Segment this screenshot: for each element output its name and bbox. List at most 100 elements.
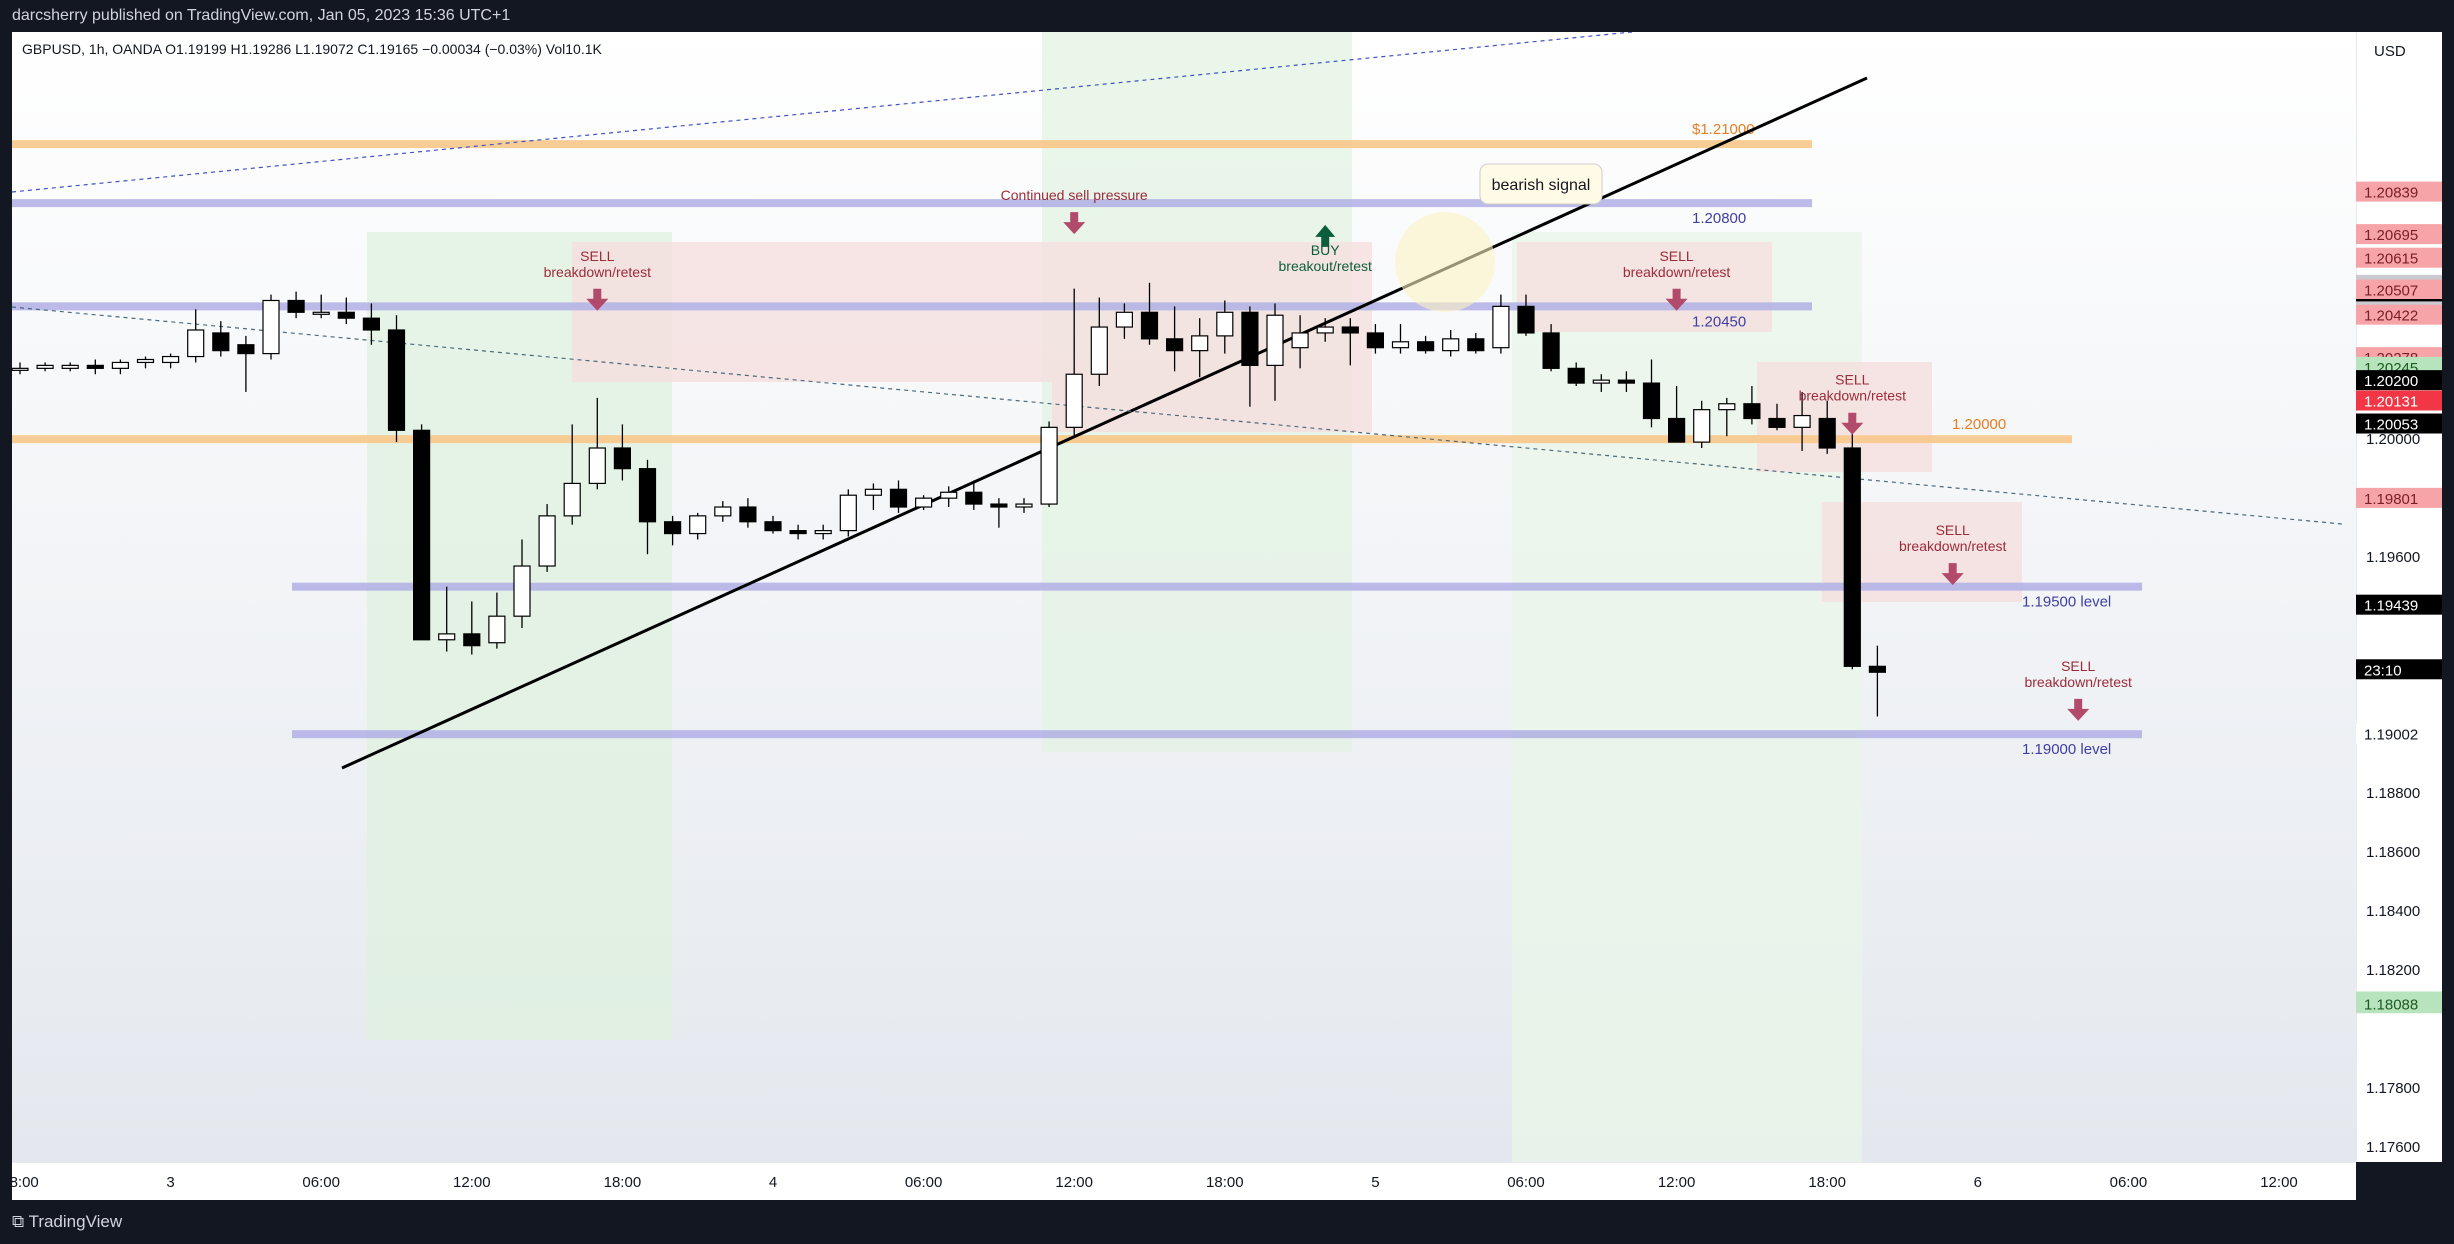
candle-body: [839, 494, 857, 532]
candle-body: [1442, 338, 1460, 352]
price-chart[interactable]: $1.21000 1.20000 1.20450 1.19500 level 1.190…: [12, 32, 2356, 1162]
candle-body: [689, 515, 707, 535]
candle-body: [1818, 417, 1836, 449]
arrow-up-icon: [1315, 224, 1336, 247]
price-tag-label: 1.20131: [2364, 394, 2418, 411]
candle-body: [387, 329, 406, 431]
price-tag: [2356, 993, 2442, 1014]
time-axis[interactable]: 18:00 3 06:00 12:00 18:00 4 06:00 12:00 18:00 5 06…: [12, 1162, 2356, 1200]
price-tag: [2356, 659, 2442, 680]
annotation-title: BUY: [1311, 242, 1340, 258]
callout-text: bearish signal: [1492, 177, 1591, 194]
tv-icon: ⧉: [12, 1212, 29, 1231]
level-band: [292, 582, 2142, 591]
candle-body: [914, 497, 933, 508]
y-tick-label: 1.18200: [2366, 962, 2420, 979]
annotation-text: breakout/retest: [1279, 258, 1372, 274]
x-tick-label: 12:00: [453, 1174, 491, 1191]
y-tick-label: 1.17800: [2366, 1080, 2420, 1097]
y-tick-label: 1.18400: [2366, 903, 2420, 920]
price-tag-label: 1.20839: [2364, 185, 2418, 202]
y-tick-label: 1.18600: [2366, 844, 2420, 861]
candle-body: [36, 364, 54, 369]
x-tick-label: 06:00: [905, 1174, 943, 1191]
price-axis[interactable]: USD 1.20000 1.19600 1.18800 1.18600 1.18400 1…: [2356, 32, 2442, 1162]
candle-body: [990, 503, 1008, 508]
arrow-down-icon: [1941, 563, 1964, 586]
level-label: 1.20450: [1692, 313, 1746, 330]
x-tick-label: 18:00: [1206, 1174, 1244, 1191]
annotation-title: SELL: [1659, 248, 1693, 264]
candle-body: [764, 521, 782, 532]
candle-body: [1266, 314, 1284, 366]
annotation-text: breakdown/retest: [544, 264, 652, 280]
candle-body: [1642, 382, 1661, 420]
trendline-dashed: [12, 306, 2343, 525]
candle-body: [1391, 341, 1410, 349]
candle-body: [463, 633, 481, 647]
price-tag-label: 1.19439: [2364, 598, 2418, 615]
price-tag-label: 23:10: [2364, 662, 2402, 679]
candle-body: [287, 299, 305, 313]
annotation-title: SELL: [1936, 522, 1970, 538]
level-band: [12, 302, 1812, 311]
x-tick-label: 06:00: [302, 1174, 340, 1191]
level-label: 1.19000 level: [2022, 741, 2111, 758]
candle-body: [1617, 379, 1636, 384]
x-tick-label: 3: [166, 1174, 174, 1191]
candle-body: [1843, 447, 1861, 667]
price-tag-label: 1.20615: [2364, 251, 2418, 268]
candle-body: [136, 358, 155, 364]
candle-body: [513, 565, 531, 617]
level-band: [12, 199, 1812, 208]
arrow-down-icon: [1841, 412, 1864, 435]
level-label: 1.20800: [1692, 210, 1746, 227]
candle-body: [362, 317, 380, 331]
candle-body: [1090, 326, 1108, 375]
candle-body: [1065, 373, 1083, 428]
candle-body: [1140, 311, 1159, 340]
y-tick-label: 1.17600: [2366, 1139, 2420, 1156]
footer: ⧉ TradingView: [0, 1200, 2454, 1244]
candle-body: [1718, 403, 1736, 411]
price-tag-label: 1.20695: [2364, 227, 2418, 244]
candle-body: [1793, 414, 1811, 428]
y-tick-label: 1.19600: [2366, 549, 2420, 566]
x-tick-label: 4: [769, 1174, 777, 1191]
y-tick-label: 1.18800: [2366, 785, 2420, 802]
x-tick-label: 5: [1371, 1174, 1379, 1191]
arrow-down-icon: [1063, 212, 1086, 235]
candle-body: [1768, 417, 1786, 428]
candle-body: [613, 447, 632, 470]
candle-body: [1868, 665, 1887, 673]
candle-body: [337, 311, 355, 319]
x-tick-label: 18:00: [604, 1174, 642, 1191]
tradingview-logo[interactable]: ⧉ TradingView: [12, 1212, 123, 1231]
candle-body: [488, 615, 506, 644]
x-tick-label: 12:00: [1055, 1174, 1093, 1191]
price-tag: [2356, 279, 2442, 300]
candle-body: [237, 344, 255, 355]
candle-body: [1667, 417, 1686, 443]
y-tick-label: 1.20000: [2366, 431, 2420, 448]
x-tick-label: 12:00: [1658, 1174, 1696, 1191]
symbol-info: GBPUSD, 1h, OANDA O1.19199 H1.19286 L1.1…: [22, 41, 603, 57]
candle-body: [714, 506, 732, 517]
x-tick-label: 18:00: [1808, 1174, 1846, 1191]
price-tag: [2356, 390, 2442, 411]
candle-body: [262, 299, 280, 355]
candle-body: [588, 447, 606, 485]
candle-body: [1191, 335, 1209, 352]
level-label: 1.20000: [1952, 416, 2006, 433]
candle-body: [1316, 326, 1334, 334]
annotation-text: breakdown/retest: [1623, 264, 1731, 280]
price-tag: [2356, 413, 2442, 434]
candle-body: [1542, 332, 1560, 369]
candle-body: [1743, 403, 1761, 420]
candle-body: [638, 468, 657, 523]
annotation-text: breakdown/retest: [1799, 388, 1907, 404]
candle-body: [814, 530, 832, 535]
candle-body: [739, 506, 757, 523]
candle-body: [1693, 409, 1711, 443]
